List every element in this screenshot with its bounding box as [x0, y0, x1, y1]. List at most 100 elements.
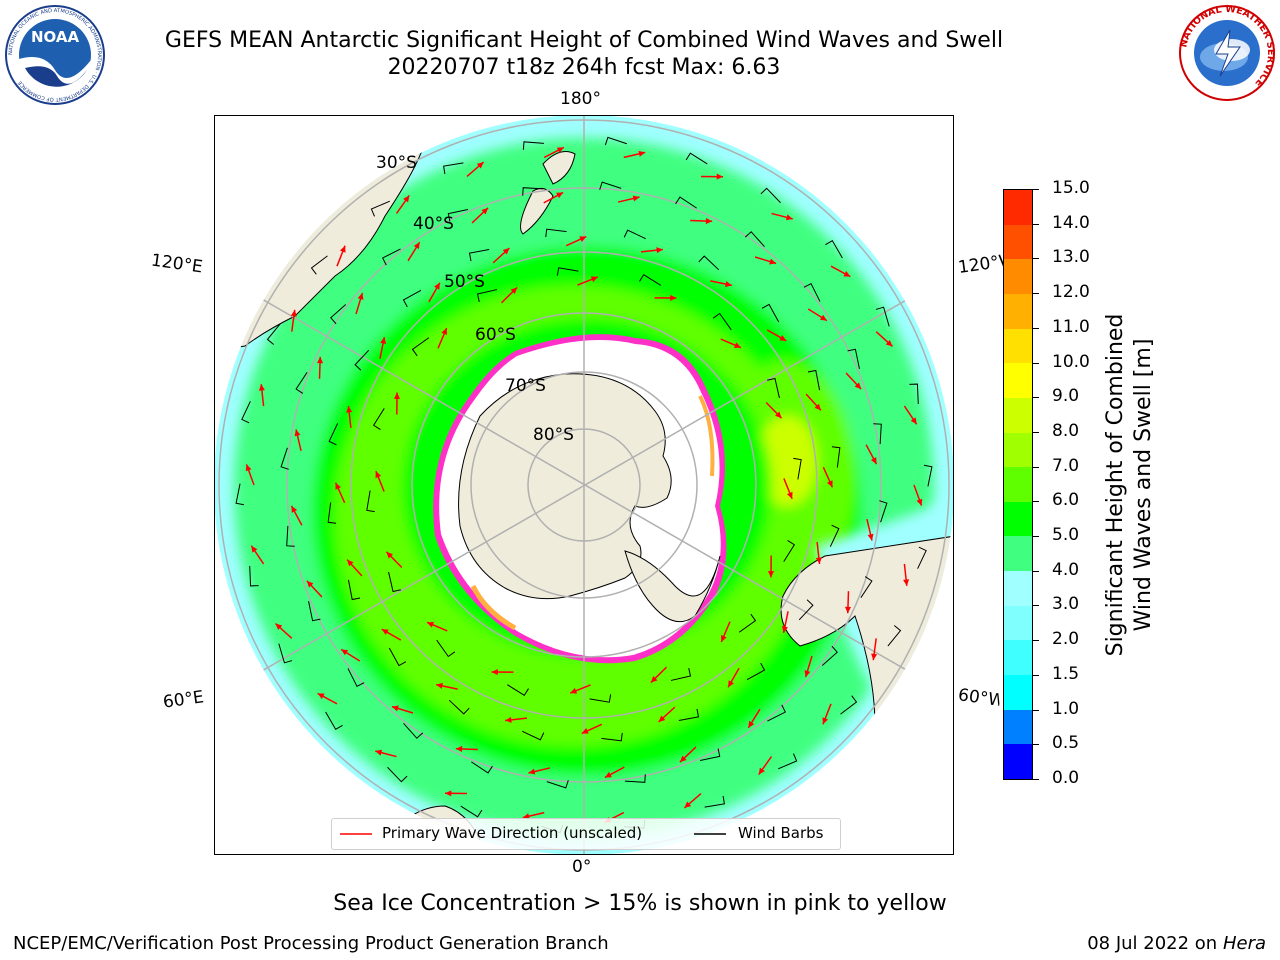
wind-barb [700, 748, 721, 761]
wave-arrowhead [656, 247, 663, 254]
colorbar-segment [1004, 743, 1032, 779]
wind-barb [286, 525, 295, 547]
wind-barb [623, 229, 646, 240]
wind-barb [744, 231, 765, 248]
wave-arrowhead [476, 162, 484, 169]
wind-barb [443, 162, 464, 175]
legend-wind-barbs: Wind Barbs [738, 824, 824, 842]
wind-barb [387, 766, 408, 783]
colorbar-tick-label: 14.0 [1052, 212, 1090, 233]
colorbar-tick-label: 7.0 [1052, 455, 1080, 476]
wind-barb [887, 625, 902, 647]
wave-arrowhead [427, 622, 435, 628]
colorbar-tick-label: 9.0 [1052, 386, 1080, 407]
wave-arrowhead [670, 294, 677, 302]
wind-barb [675, 196, 697, 209]
wave-arrowhead [650, 675, 658, 683]
wind-barb [798, 599, 814, 621]
colorbar-segment [1004, 328, 1032, 364]
wind-barb [803, 283, 821, 302]
wave-arrowhead [335, 482, 341, 490]
colorbar-segment [1004, 501, 1032, 537]
wind-barb [388, 647, 407, 667]
wave-arrowhead [721, 634, 727, 642]
wind-barb [685, 152, 708, 165]
wind-barb [624, 774, 646, 783]
wave-arrowhead [491, 668, 498, 676]
wave-arrowhead [347, 559, 354, 567]
wind-barb [382, 248, 401, 266]
lon-label-60w: 60°W [956, 685, 1002, 711]
wave-arrowhead [779, 335, 787, 341]
wind-barb [278, 643, 293, 664]
wave-arrowhead [291, 505, 298, 513]
wave-arrowhead [581, 728, 589, 734]
colorbar-tick-label: 0.5 [1052, 733, 1080, 754]
colorbar-tick [1033, 709, 1039, 711]
wave-arrowhead [679, 755, 687, 763]
wave-arrowhead [716, 173, 724, 180]
colorbar-tick-label: 1.0 [1052, 698, 1080, 719]
wave-arrowhead [403, 195, 410, 203]
wind-barb [476, 289, 498, 302]
wave-arrowhead [910, 417, 917, 425]
wave-arrowhead [774, 411, 782, 419]
colorbar-tick [1033, 536, 1039, 538]
wind-barb [821, 645, 838, 666]
wind-barb [403, 722, 424, 739]
wave-height-field [215, 116, 953, 854]
wind-barb [712, 312, 732, 331]
wave-arrowhead [814, 403, 821, 411]
wind-barb [767, 704, 786, 722]
colorbar-tick [1033, 223, 1039, 225]
wave-arrowhead [441, 328, 447, 336]
wave-arrowhead [632, 195, 640, 202]
wave-arrowhead [658, 715, 666, 722]
wave-arrowhead [510, 287, 518, 295]
colorbar [1003, 189, 1033, 780]
wave-arrowhead [528, 768, 536, 775]
lon-label-60e: 60°E [161, 687, 206, 713]
lat-label-80s: 80°S [533, 425, 574, 445]
wave-arrowhead [258, 384, 265, 391]
wave-arrowhead [556, 147, 564, 153]
wave-arrowhead [245, 464, 252, 472]
wind-barb [738, 613, 757, 633]
wind-barb [310, 255, 328, 275]
colorbar-tick-label: 8.0 [1052, 420, 1080, 441]
wind-barb [546, 780, 569, 789]
wind-barb [879, 500, 888, 523]
colorbar-segment [1004, 224, 1032, 260]
lat-label-30s: 30°S [376, 153, 417, 173]
colorbar-segment [1004, 535, 1032, 572]
wave-arrowhead [871, 653, 878, 661]
wave-arrowhead [251, 545, 258, 553]
wave-arrowhead [854, 382, 862, 390]
chart-title: GEFS MEAN Antarctic Significant Height o… [164, 28, 1004, 53]
wave-arrowhead [579, 236, 587, 242]
wave-arrowhead [604, 771, 612, 778]
wind-barb [507, 684, 529, 697]
wave-arrowhead [867, 533, 874, 541]
wind-barb [909, 383, 919, 405]
colorbar-tick [1033, 466, 1039, 468]
wind-barb [347, 579, 361, 601]
wind-barb [372, 408, 385, 430]
wind-barb [556, 267, 579, 276]
wave-arrowhead [556, 192, 564, 199]
wind-barb [678, 708, 700, 722]
wind-barb [447, 209, 468, 222]
wind-barb [249, 565, 259, 587]
colorbar-segment [1004, 293, 1032, 329]
wind-barb [468, 248, 490, 262]
wave-arrowhead [294, 429, 301, 437]
wave-arrowhead [380, 337, 387, 344]
colorbar-tick-label: 6.0 [1052, 490, 1080, 511]
colorbar-tick [1033, 327, 1039, 329]
wave-arrowhead [522, 813, 530, 820]
wave-arrowhead [505, 716, 512, 723]
wind-barb [875, 306, 890, 327]
lat-label-60s: 60°S [475, 325, 516, 345]
wave-arrowhead [413, 242, 420, 250]
wave-arrowhead [341, 649, 349, 656]
